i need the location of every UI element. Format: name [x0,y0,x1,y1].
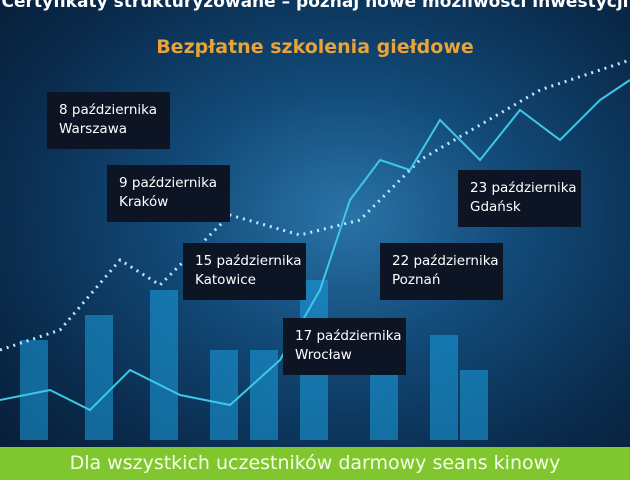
event-katowice: 15 października Katowice [183,243,306,300]
event-date: 15 października [195,253,302,269]
event-city: Wrocław [295,347,352,363]
event-krakow: 9 października Kraków [107,165,230,222]
event-city: Warszawa [59,121,128,137]
event-city: Gdańsk [470,199,521,215]
event-wroclaw: 17 października Wrocław [283,318,406,375]
event-city: Katowice [195,272,256,288]
event-date: 17 października [295,328,402,344]
event-date: 8 października [59,102,157,118]
event-gdansk: 23 października Gdańsk [458,170,581,227]
subheadline: Bezpłatne szkolenia giełdowe [156,36,474,58]
footer-banner: Dla wszystkich uczestników darmowy seans… [0,447,630,480]
headline: Certyfikaty strukturyzowane – poznaj now… [1,0,629,12]
event-date: 23 października [470,180,577,196]
event-city: Kraków [119,194,169,210]
event-date: 9 października [119,175,217,191]
event-warszawa: 8 października Warszawa [47,92,170,149]
event-poznan: 22 października Poznań [380,243,503,300]
event-city: Poznań [392,272,441,288]
event-date: 22 października [392,253,499,269]
